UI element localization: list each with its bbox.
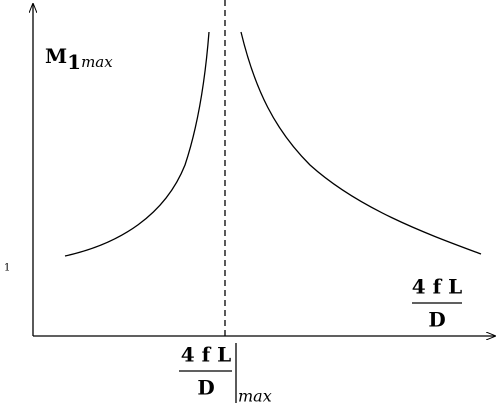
y-tick-label: 1 [4, 263, 10, 274]
critical-denominator: D [197, 376, 214, 400]
subscript: 1 [67, 50, 81, 74]
x-axis-numerator: 4 f L [412, 275, 463, 299]
critical-qualifier: max [238, 387, 272, 405]
subsonic-curve [64, 31, 210, 257]
y-axis-label: M1max [45, 44, 113, 74]
symbol: M [45, 44, 67, 68]
x-axis-denominator: D [428, 308, 445, 332]
supersonic-curve [240, 31, 482, 255]
critical-numerator: 4 f L [181, 343, 232, 367]
qualifier: max [81, 53, 113, 71]
